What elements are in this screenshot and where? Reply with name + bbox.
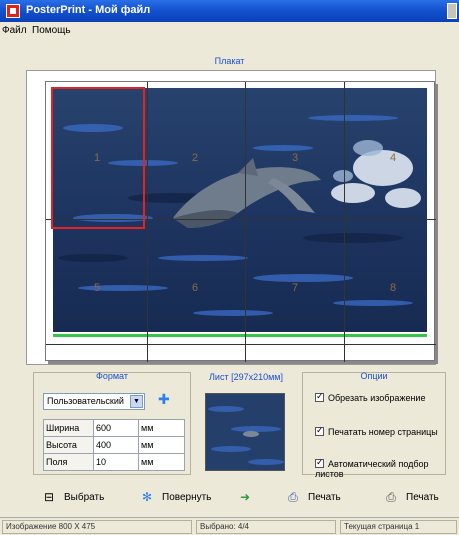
grid-line [147,82,148,362]
window-title: PosterPrint - Мой файл [26,4,151,16]
height-label: Высота [43,436,94,454]
print-page-number-label: Печатать номер страницы [328,427,438,437]
width-label: Ширина [43,419,94,437]
rotate-label: Повернуть [162,491,212,503]
format-group: Формат Пользовательский ▼ ✚ Ширина 600 м… [33,371,191,475]
page-number: 2 [192,152,199,164]
table-row: Ширина 600 мм [43,419,185,437]
options-group: Опции [302,371,446,475]
baseline-marker [53,334,427,337]
title-bar[interactable]: PosterPrint - Мой файл [0,0,459,22]
rotate-button[interactable]: ✻ Повернуть [140,487,211,507]
format-select-value: Пользовательский [47,396,124,406]
checkbox-icon[interactable] [315,457,324,468]
open-label: Выбрать [64,491,105,503]
print-page-number-checkbox[interactable]: Печатать номер страницы [315,425,438,437]
page-thumbnail-image [206,394,284,470]
page-selection-frame[interactable] [51,87,145,229]
height-unit: мм [138,436,185,454]
setup-label: Печать [308,491,341,503]
height-field[interactable]: 400 [93,436,139,454]
checkbox-icon[interactable] [315,425,324,436]
poster-preview[interactable]: 1 2 3 4 5 6 7 8 [26,70,436,365]
print-button[interactable]: ⎙ Печать [384,487,439,507]
page-number: 4 [390,152,397,164]
poster-caption: Плакат [214,56,245,66]
grid-line [245,82,246,362]
close-button[interactable] [447,3,457,19]
margin-label: Поля [43,453,94,471]
page-number: 7 [292,282,299,294]
margin-unit: мм [138,453,185,471]
format-table: Ширина 600 мм Высота 400 мм Поля 10 мм [43,419,185,471]
page-thumbnail [205,393,285,471]
grid-line [46,344,436,345]
green-arrow-icon: ➜ [239,490,251,504]
grid-line [46,219,436,220]
chevron-down-icon[interactable]: ▼ [130,395,143,408]
app-logo-icon [6,4,20,18]
rotate-icon: ✻ [141,490,153,504]
poster-image [53,88,427,332]
table-row: Высота 400 мм [43,436,185,454]
crop-image-label: Обрезать изображение [328,393,426,403]
open-button[interactable]: ⊟ Выбрать [42,487,104,507]
status-bar: Изображение 800 X 475 Выбрано: 4/4 Текущ… [0,517,459,535]
folder-icon: ⊟ [43,490,55,504]
checkbox-icon[interactable] [315,391,324,402]
status-image-size: Изображение 800 X 475 [2,520,192,534]
page-number: 3 [292,152,299,164]
width-field[interactable]: 600 [93,419,139,437]
menu-file[interactable]: Файл [2,25,27,36]
page-number: 1 [94,152,101,164]
poster-sheet: 1 2 3 4 5 6 7 8 [45,81,436,362]
arrow-button[interactable]: ➜ [238,487,260,507]
format-title: Формат [96,371,128,381]
menu-help[interactable]: Помощь [32,25,71,36]
auto-fit-checkbox[interactable]: Автоматический подбор листов [315,457,459,479]
status-selection: Выбрано: 4/4 [196,520,336,534]
grid-line [344,82,345,362]
page-preview-title: Лист [297x210мм] [209,372,283,382]
menu-bar: Файл Помощь [0,22,459,42]
width-unit: мм [138,419,185,437]
rotate-icon[interactable]: ✚ [158,391,170,407]
page-number: 5 [94,282,101,294]
setup-button[interactable]: ⎙ Печать [286,487,341,507]
dolphin-photo [53,88,427,332]
auto-fit-label: Автоматический подбор листов [315,459,429,479]
status-current-page: Текущая страница 1 [340,520,457,534]
printer-icon: ⎙ [386,490,396,504]
print-label: Печать [406,491,439,503]
format-select[interactable]: Пользовательский ▼ [43,393,145,410]
page-number: 6 [192,282,199,294]
margin-field[interactable]: 10 [93,453,139,471]
crop-image-checkbox[interactable]: Обрезать изображение [315,391,426,403]
options-title: Опции [360,371,388,381]
page-number: 8 [390,282,397,294]
printer-setup-icon: ⎙ [288,490,298,504]
table-row: Поля 10 мм [43,453,185,471]
